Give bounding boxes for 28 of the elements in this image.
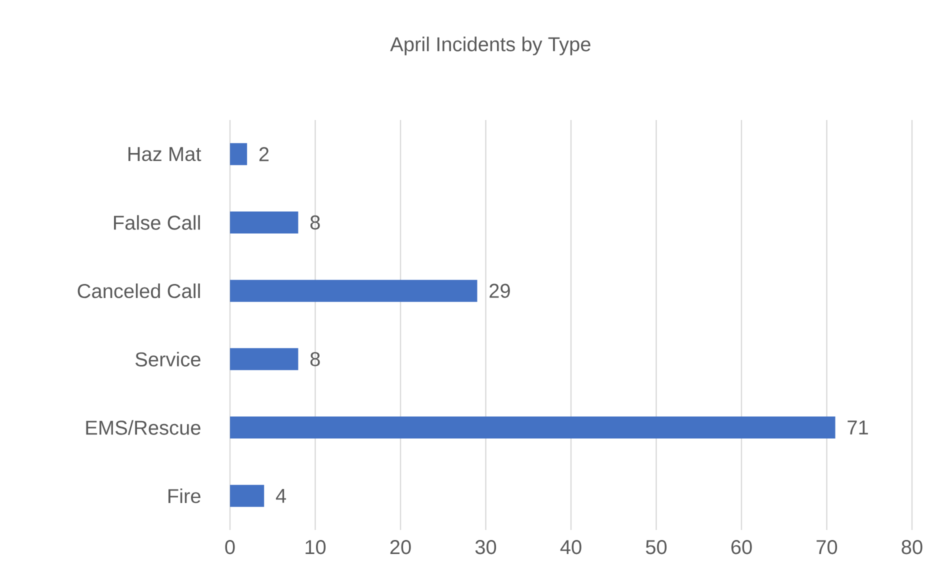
x-tick-label: 70	[816, 540, 838, 554]
bar	[230, 143, 248, 166]
chart-title: April Incidents by Type	[390, 36, 590, 56]
y-tick-label: False Call	[114, 215, 200, 230]
y-tick-label: Haz Mat	[128, 147, 202, 162]
bar	[230, 416, 836, 438]
bar	[230, 484, 264, 507]
bar	[230, 280, 478, 302]
bar	[230, 212, 298, 234]
data-label: 71	[848, 420, 868, 434]
x-tick-label: 50	[646, 540, 667, 554]
x-tick-label: 10	[306, 540, 326, 554]
x-tick-label: 0	[225, 540, 235, 554]
data-label: 2	[259, 147, 269, 162]
y-tick-label: EMS/Rescue	[86, 420, 200, 435]
x-tick-label: 20	[390, 540, 411, 554]
x-tick-label: 80	[902, 540, 922, 554]
data-label: 29	[490, 284, 510, 298]
y-tick-label: Service	[136, 352, 200, 366]
bar	[230, 348, 298, 370]
x-tick-label: 40	[560, 540, 582, 554]
data-label: 4	[276, 488, 286, 503]
x-tick-label: 60	[731, 540, 752, 554]
x-tick-label: 30	[475, 540, 496, 554]
data-label: 8	[310, 352, 320, 366]
y-tick-label: Fire	[168, 488, 200, 504]
y-tick-label: Canceled Call	[78, 283, 200, 298]
data-label: 8	[310, 215, 320, 230]
